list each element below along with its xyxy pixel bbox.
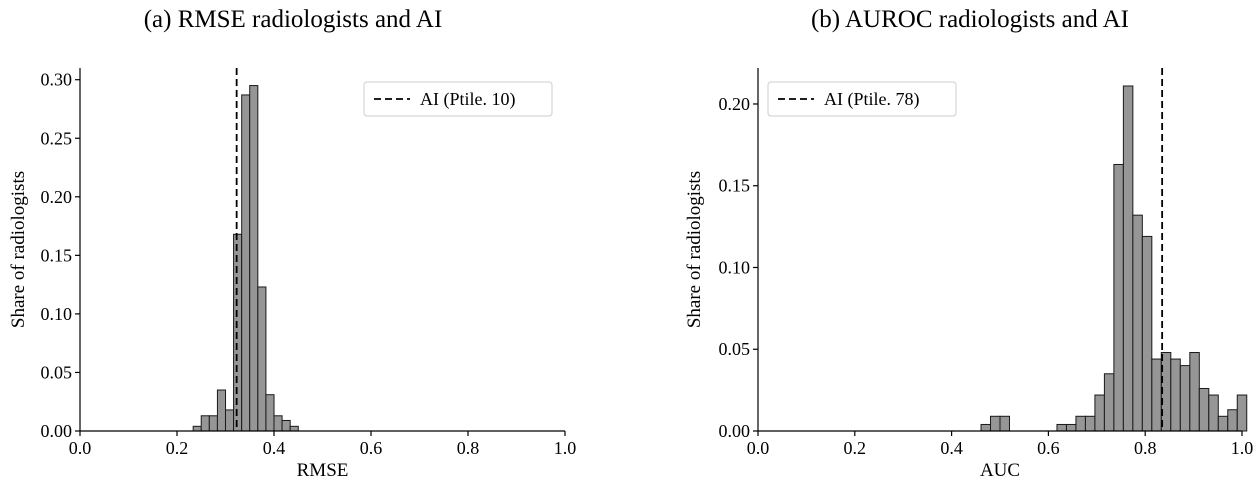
panel-a-y-tick-label: 0.05 [41,362,73,382]
panel-b-histogram-bar [1122,85,1134,432]
panel-b-histogram-bar [1065,423,1077,432]
panel-a-histogram-bar [241,94,251,432]
panel-a-y-tick-label: 0.00 [41,421,73,441]
panel-b-histogram-bar [1236,394,1248,432]
panel-b-x-ticks: 0.0 0.2 0.4 0.6 0.8 1.0 [747,431,1254,458]
panel-b-histogram-bar [1151,358,1162,432]
panel-b-y-tick-label: 0.10 [719,257,751,277]
panel-a-x-tick-label: 1.0 [554,438,577,458]
panel-a-y-tick-label: 0.25 [41,128,73,148]
panel-a-histogram-bar [257,286,267,432]
panel-b-histogram-bar [1141,235,1153,432]
panel-b-histogram-bar [1103,373,1115,432]
panel-a-y-tick-label: 0.15 [41,245,73,265]
panel-a-y-ticks: 0.00 0.05 0.10 0.15 0.20 0.25 0.30 [41,70,80,441]
panel-b-x-tick-label: 0.2 [844,438,867,458]
panel-a-y-tick-label: 0.30 [41,70,73,90]
panel-a-histogram-bar [273,415,283,432]
panel-a-x-tick-label: 0.4 [263,438,286,458]
panel-b-histogram-bar [1189,352,1200,432]
panel-a-x-axis-label: RMSE [297,460,349,481]
panel-a-histogram-bar [289,425,299,432]
panel-a-histogram-bar [200,415,210,432]
panel-b-histogram-bar [1198,387,1210,432]
panel-a-histogram-bar [224,409,235,432]
panel-b-legend: AI (Ptile. 78) [767,81,957,117]
panel-a-x-tick-label: 0.0 [69,438,92,458]
panel-b-legend-box [767,81,957,117]
panel-a-legend-box [363,81,553,117]
panel-a-histogram-bar [208,415,218,432]
panel-b-histogram-bar [1217,415,1229,432]
panel-a-legend: AI (Ptile. 10) [363,81,553,117]
panel-b-title: (b) AUROC radiologists and AI [811,6,1129,33]
panel-a-y-tick-label: 0.10 [41,304,73,324]
panel-b-y-tick-label: 0.05 [719,339,751,359]
panel-a-x-tick-label: 0.8 [457,438,480,458]
panel-b-legend-label: AI (Ptile. 78) [824,89,919,110]
panel-a-y-tick-label: 0.20 [41,187,73,207]
panel-a-histogram-bar [265,394,275,432]
panel-b-histogram-bar [999,415,1010,432]
panel-a-y-axis-label: Share of radiologists [8,171,29,328]
panel-b-y-ticks: 0.00 0.05 0.10 0.15 0.20 [719,94,758,441]
panel-b-x-tick-label: 1.0 [1231,438,1254,458]
panel-b-y-tick-label: 0.20 [719,94,751,114]
panel-b-x-axis-label: AUC [980,460,1020,481]
panel-b-y-tick-label: 0.00 [719,421,751,441]
panel-b-histogram-bar [1113,163,1124,432]
panel-a-x-tick-label: 0.2 [166,438,189,458]
panel-b-histogram-bar [990,415,1001,432]
panel-a-x-tick-label: 0.6 [360,438,383,458]
panel-a-histogram-bar [281,419,291,432]
panel-b-x-tick-label: 0.6 [1037,438,1060,458]
panel-a-histogram-bar [233,233,243,432]
panel-b-y-tick-label: 0.15 [719,176,751,196]
panel-b-histogram-bar [1084,415,1096,432]
panel-b-x-tick-label: 0.8 [1134,438,1157,458]
panel-b-histogram-bar [1056,423,1067,432]
panel-a-histogram-bar [216,389,227,432]
panel-a: (a) RMSE radiologists and AI 0.0 0.2 0.4 0.… [8,6,576,481]
panel-b-histogram-bar [1170,358,1181,432]
panel-b-histogram-bar [1227,409,1238,432]
panel-a-x-ticks: 0.0 0.2 0.4 0.6 0.8 1.0 [69,431,577,458]
panel-a-legend-label: AI (Ptile. 10) [420,89,515,110]
panel-b-histogram-bar [1179,365,1191,432]
panel-b-x-tick-label: 0.4 [940,438,963,458]
panel-a-histogram-bar [192,425,202,432]
panel-b-histogram-bar [1075,415,1086,432]
panel-b-histogram-bar [1094,394,1105,432]
panel-a-bars [192,85,299,432]
panel-a-title: (a) RMSE radiologists and AI [144,6,443,33]
panel-b-y-axis-label: Share of radiologists [684,171,705,328]
panel-b-histogram-bar [1208,394,1219,432]
panel-b: (b) AUROC radiologists and AI 0.0 0.2 0.4 0… [684,6,1253,481]
panel-a-histogram-bar [249,85,259,432]
panel-b-histogram-bar [980,423,992,432]
panel-b-histogram-bar [1132,214,1143,432]
panel-b-bars [980,85,1248,432]
panel-b-x-tick-label: 0.0 [747,438,770,458]
